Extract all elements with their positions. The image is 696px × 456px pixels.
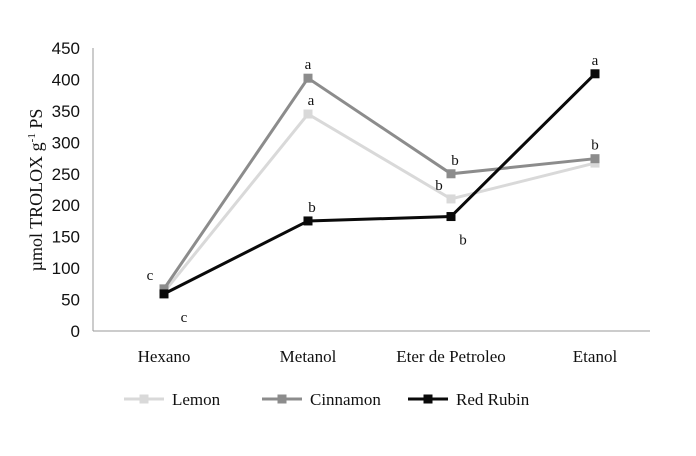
legend-label: Lemon xyxy=(172,390,221,409)
data-point-marker xyxy=(159,289,169,299)
data-point-annotation: b xyxy=(459,233,467,249)
y-tick-label: 100 xyxy=(52,259,80,278)
legend: Lemon Cinnamon Red Rubin xyxy=(124,390,530,409)
series-lines xyxy=(162,72,597,296)
y-tick-label: 200 xyxy=(52,196,80,215)
legend-item: Red Rubin xyxy=(408,390,530,409)
data-point-annotation: a xyxy=(305,57,312,73)
data-point-marker xyxy=(590,154,600,164)
data-point-annotation: a xyxy=(592,53,599,69)
data-point-annotation: b xyxy=(435,178,443,194)
x-category-labels: Hexano Metanol Eter de Petroleo Etanol xyxy=(138,347,618,366)
data-point-marker xyxy=(303,216,313,226)
series-points xyxy=(159,69,600,299)
data-point-marker xyxy=(303,73,313,83)
x-category-label: Etanol xyxy=(573,347,618,366)
y-axis-label-superscript: -1 xyxy=(26,133,38,142)
y-tick-label: 400 xyxy=(52,70,80,89)
x-category-label: Hexano xyxy=(138,347,191,366)
series-line xyxy=(162,76,596,290)
data-point-marker xyxy=(159,284,169,294)
y-tick-label: 50 xyxy=(61,291,80,310)
legend-swatch-marker xyxy=(423,394,433,404)
data-point-marker xyxy=(446,169,456,179)
legend-item: Cinnamon xyxy=(262,390,381,409)
legend-swatch-marker xyxy=(139,394,149,404)
y-tick-label: 350 xyxy=(52,102,80,121)
y-tick-label: 0 xyxy=(71,322,80,341)
y-tick-labels: 0 50 100 150 200 250 300 350 400 450 xyxy=(52,39,80,341)
y-axis-label: µmol TROLOX g-1 PS xyxy=(26,109,46,272)
y-tick-label: 250 xyxy=(52,165,80,184)
x-category-label: Metanol xyxy=(280,347,337,366)
y-axis-label-suffix: PS xyxy=(26,109,46,134)
legend-label: Red Rubin xyxy=(456,390,530,409)
data-point-marker xyxy=(590,69,600,79)
legend-label: Cinnamon xyxy=(310,390,381,409)
data-point-annotation: c xyxy=(181,310,188,326)
data-point-marker xyxy=(303,109,313,119)
y-tick-label: 300 xyxy=(52,133,80,152)
data-point-annotation: b xyxy=(591,138,599,154)
plot-area: 0 50 100 150 200 250 300 350 400 450 Hexano Metano… xyxy=(52,39,650,366)
series-line xyxy=(163,72,597,296)
data-point-annotation: a xyxy=(308,93,315,109)
data-point-marker xyxy=(446,212,456,222)
data-point-annotation: c xyxy=(147,268,154,284)
legend-item: Lemon xyxy=(124,390,221,409)
y-tick-label: 150 xyxy=(52,228,80,247)
data-point-marker xyxy=(446,194,456,204)
legend-swatch-marker xyxy=(277,394,287,404)
data-point-annotation: b xyxy=(451,153,459,169)
y-tick-label: 450 xyxy=(52,39,80,58)
x-category-label: Eter de Petroleo xyxy=(396,347,506,366)
y-axis-label-main: µmol TROLOX g xyxy=(26,142,46,271)
data-point-annotation: b xyxy=(308,200,316,216)
series-line xyxy=(162,112,596,293)
